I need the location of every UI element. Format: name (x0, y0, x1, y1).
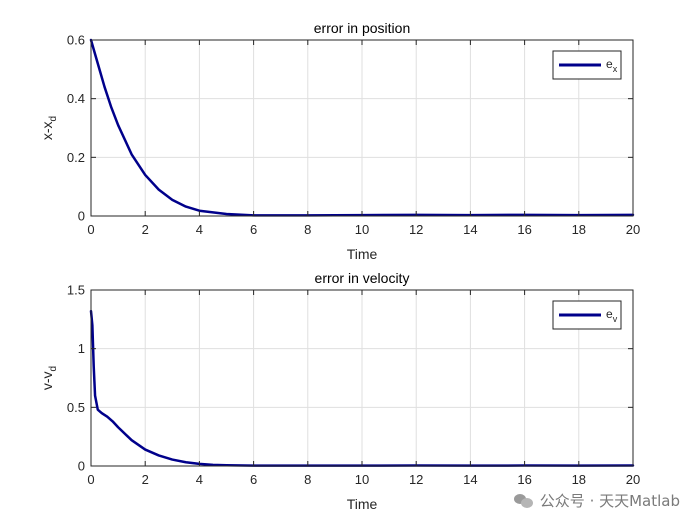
x-tick-label: 0 (87, 222, 94, 237)
x-axis-label: Time (347, 246, 378, 262)
y-tick-label: 0.2 (67, 150, 85, 165)
legend-label: ex (606, 57, 618, 74)
x-tick-label: 16 (517, 222, 531, 237)
y-axis-label: x-xd (39, 116, 59, 140)
x-tick-label: 20 (626, 472, 640, 487)
x-tick-label: 2 (142, 472, 149, 487)
x-tick-label: 20 (626, 222, 640, 237)
x-tick-label: 2 (142, 222, 149, 237)
x-tick-label: 18 (572, 222, 586, 237)
x-tick-label: 4 (196, 472, 203, 487)
wechat-icon (513, 493, 534, 509)
x-tick-label: 8 (304, 222, 311, 237)
x-tick-label: 4 (196, 222, 203, 237)
x-tick-label: 6 (250, 222, 257, 237)
x-tick-label: 8 (304, 472, 311, 487)
y-tick-label: 1 (78, 341, 85, 356)
x-tick-label: 14 (463, 222, 477, 237)
watermark-text: 公众号 · 天天Matlab (539, 492, 680, 510)
plot-title: error in position (314, 20, 411, 36)
x-tick-label: 6 (250, 472, 257, 487)
x-tick-label: 10 (355, 222, 369, 237)
x-tick-label: 12 (409, 222, 423, 237)
y-axis-label: v-vd (39, 366, 59, 390)
x-tick-label: 16 (517, 472, 531, 487)
x-tick-label: 0 (87, 472, 94, 487)
y-tick-label: 0.4 (67, 91, 85, 106)
watermark: 公众号 · 天天Matlab (513, 490, 680, 511)
x-tick-label: 12 (409, 472, 423, 487)
plot-title: error in velocity (315, 270, 410, 286)
y-tick-label: 0.5 (67, 400, 85, 415)
legend-label: ev (606, 307, 618, 324)
y-tick-label: 0.6 (67, 33, 85, 48)
subplot-1: 0 2 4 6 8 10 12 14 16 18 20 0 0.2 0.4 0.6 error in posi… (39, 20, 640, 262)
x-axis-label: Time (347, 496, 378, 512)
x-tick-label: 18 (572, 472, 586, 487)
y-tick-label: 0 (78, 459, 85, 474)
subplot-2: 0 2 4 6 8 10 12 14 16 18 20 0 0.5 1 1.5 error in veloci… (39, 270, 640, 512)
series-line-ex (89, 38, 635, 217)
x-tick-label: 10 (355, 472, 369, 487)
y-tick-label: 1.5 (67, 283, 85, 298)
y-tick-label: 0 (78, 209, 85, 224)
x-tick-label: 14 (463, 472, 477, 487)
